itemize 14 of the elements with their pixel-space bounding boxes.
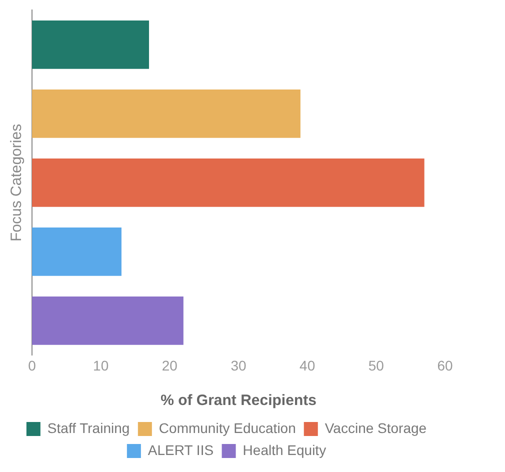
legend-label: Health Equity <box>242 442 326 458</box>
x-tick-label: 40 <box>300 357 316 374</box>
legend-label: ALERT IIS <box>148 442 214 458</box>
x-tick-label: 20 <box>162 357 178 374</box>
x-tick-label: 50 <box>368 357 384 374</box>
legend-label: Community Education <box>158 420 296 436</box>
legend-label: Staff Training <box>47 420 130 436</box>
x-tick-label: 0 <box>28 357 36 374</box>
x-tick-label: 30 <box>230 357 246 374</box>
legend-label: Vaccine Storage <box>324 420 427 436</box>
x-axis-title: % of Grant Recipients <box>160 392 316 410</box>
y-axis-title: Focus Categories <box>8 124 26 242</box>
x-tick-label: 10 <box>93 357 109 374</box>
x-tick-label: 60 <box>437 357 453 374</box>
